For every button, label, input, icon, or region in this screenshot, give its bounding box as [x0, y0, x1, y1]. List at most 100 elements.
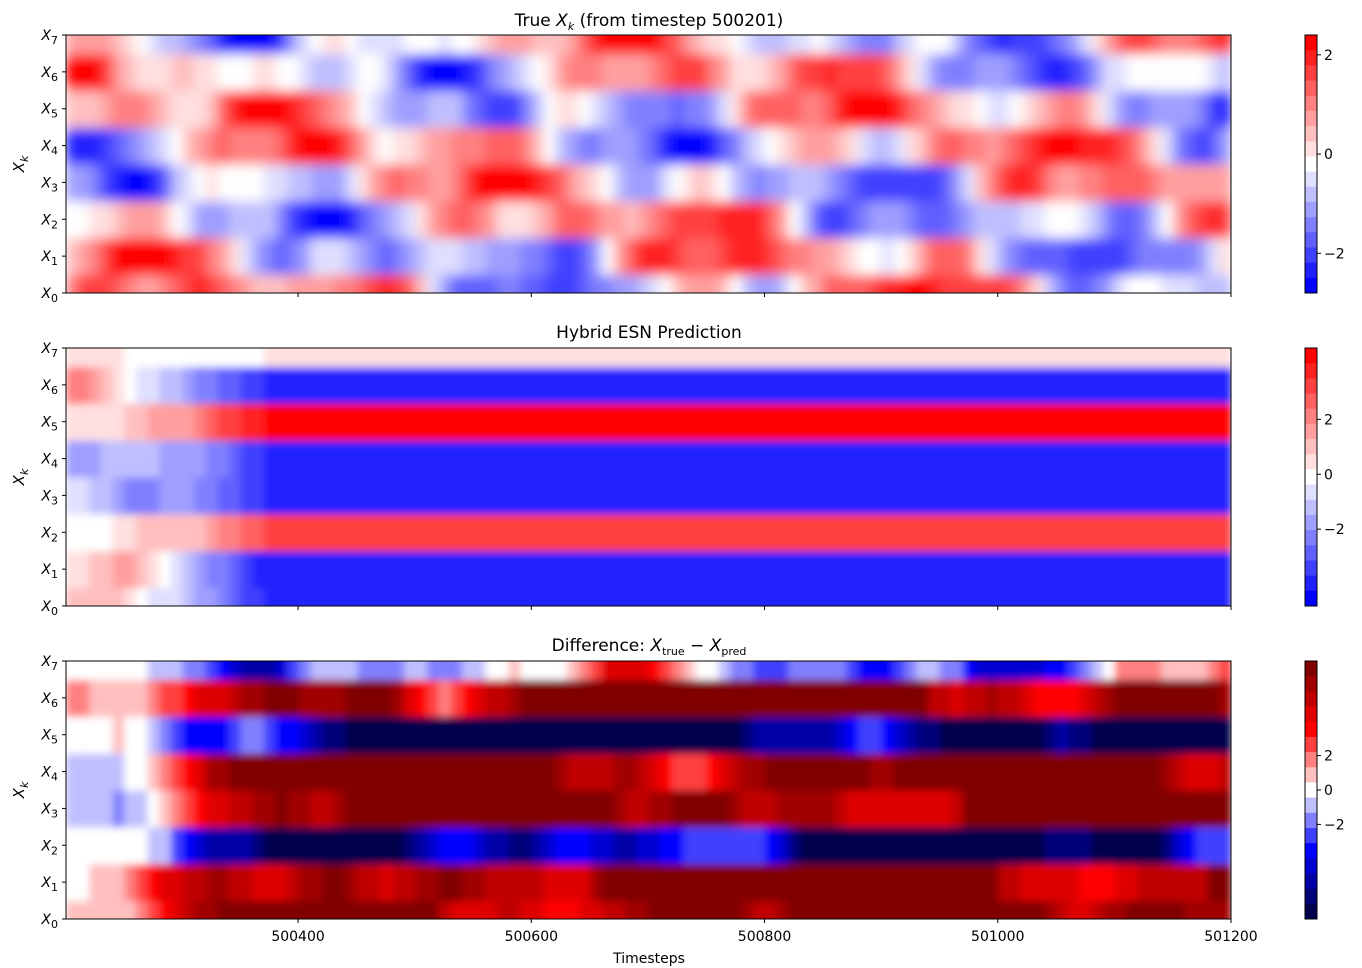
- heatmap-cell: [671, 164, 685, 202]
- heatmap-cell: [264, 513, 277, 552]
- heatmap-cell: [1079, 237, 1092, 276]
- heatmap-cell: [310, 790, 323, 828]
- heatmap-cell: [998, 587, 1011, 606]
- heatmap-cell: [776, 348, 789, 368]
- heatmap-cell: [1196, 863, 1209, 902]
- heatmap-cell: [229, 35, 242, 55]
- heatmap-cell: [1021, 513, 1034, 552]
- heatmap-cell: [508, 274, 521, 293]
- heatmap-cell: [357, 550, 370, 589]
- heatmap-cell: [252, 127, 265, 165]
- heatmap-cell: [741, 716, 754, 754]
- heatmap-cell: [788, 661, 801, 681]
- heatmap-cell: [671, 35, 685, 55]
- heatmap-cell: [77, 513, 90, 552]
- heatmap-cell: [170, 790, 184, 828]
- heatmap-cell: [438, 716, 452, 754]
- heatmap-cell: [1067, 661, 1081, 681]
- heatmap-cell: [811, 90, 824, 128]
- heatmap-cell: [625, 790, 638, 828]
- heatmap-cell: [194, 679, 207, 717]
- heatmap-cell: [310, 35, 323, 55]
- heatmap-cell: [730, 661, 743, 681]
- heatmap-cell: [170, 863, 184, 902]
- heatmap-cell: [648, 274, 661, 293]
- colorbar-segment: [1305, 186, 1317, 203]
- heatmap-cell: [916, 274, 929, 293]
- heatmap-cell: [625, 440, 638, 478]
- heatmap-cell: [1056, 403, 1069, 441]
- heatmap-cell: [741, 90, 754, 128]
- heatmap-cell: [846, 900, 859, 919]
- heatmap-cell: [1091, 587, 1104, 606]
- heatmap-cell: [543, 587, 556, 606]
- heatmap-cell: [869, 274, 883, 293]
- heatmap-cell: [986, 863, 999, 902]
- heatmap-cell: [66, 790, 79, 828]
- heatmap-cell: [601, 753, 615, 791]
- heatmap-cell: [998, 550, 1011, 589]
- heatmap-cell: [1137, 900, 1151, 919]
- heatmap-cell: [578, 661, 591, 681]
- heatmap-cell: [1161, 53, 1174, 91]
- heatmap-cell: [438, 513, 452, 552]
- heatmap-cell: [275, 440, 288, 478]
- heatmap-cell: [939, 237, 952, 276]
- heatmap-cell: [252, 237, 265, 276]
- heatmap-cell: [788, 790, 801, 828]
- heatmap-cell: [765, 90, 778, 128]
- heatmap-cell: [217, 237, 230, 276]
- heatmap-cell: [357, 753, 370, 791]
- heatmap-cell: [998, 127, 1011, 165]
- heatmap-cell: [450, 900, 463, 919]
- heatmap-cell: [252, 90, 265, 128]
- heatmap-cell: [963, 53, 976, 91]
- heatmap-cell: [1219, 513, 1231, 552]
- heatmap-cell: [112, 200, 125, 239]
- heatmap-cell: [555, 790, 568, 828]
- heatmap-cell: [1161, 863, 1174, 902]
- heatmap-cell: [683, 550, 696, 589]
- heatmap-cell: [89, 587, 102, 606]
- heatmap-cell: [403, 348, 417, 368]
- heatmap-cell: [264, 200, 277, 239]
- heatmap-cell: [1196, 826, 1209, 865]
- heatmap-cell: [333, 550, 347, 589]
- heatmap-cell: [1126, 826, 1139, 865]
- heatmap-cell: [205, 53, 219, 91]
- heatmap-cell: [147, 90, 160, 128]
- heatmap-cell: [695, 53, 708, 91]
- heatmap-cell: [124, 550, 137, 589]
- heatmap-cell: [555, 477, 568, 515]
- heatmap-cell: [706, 900, 719, 919]
- heatmap-cell: [753, 716, 766, 754]
- heatmap-cell: [1056, 900, 1069, 919]
- heatmap-cell: [963, 513, 976, 552]
- x-tick-label: 500800: [738, 929, 791, 945]
- heatmap-cell: [100, 366, 114, 404]
- heatmap-cell: [916, 237, 929, 276]
- heatmap-cell: [322, 679, 335, 717]
- heatmap-cell: [380, 513, 393, 552]
- heatmap-cell: [217, 679, 230, 717]
- heatmap-cell: [1196, 716, 1209, 754]
- heatmap-cell: [205, 587, 219, 606]
- heatmap-cell: [1196, 753, 1209, 791]
- heatmap-cell: [928, 550, 941, 589]
- heatmap-cell: [1137, 127, 1151, 165]
- heatmap-cell: [799, 366, 813, 404]
- heatmap-cell: [147, 753, 160, 791]
- colorbar-segment: [1305, 439, 1317, 455]
- heatmap-cell: [765, 403, 778, 441]
- heatmap-cell: [916, 440, 929, 478]
- heatmap-cell: [695, 513, 708, 552]
- heatmap-cell: [730, 863, 743, 902]
- heatmap-cell: [380, 826, 393, 865]
- heatmap-cell: [217, 274, 230, 293]
- heatmap-cell: [275, 237, 288, 276]
- heatmap-cell: [974, 900, 987, 919]
- heatmap-cell: [939, 826, 952, 865]
- heatmap-cell: [963, 403, 976, 441]
- heatmap-cell: [1219, 440, 1231, 478]
